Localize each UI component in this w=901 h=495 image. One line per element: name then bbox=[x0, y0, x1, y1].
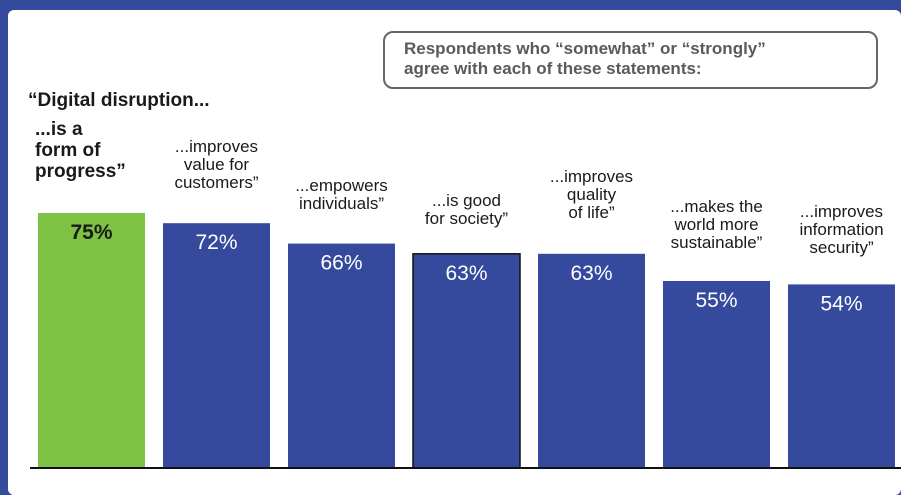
bar-1 bbox=[38, 213, 145, 468]
bar-value-label-1: 75% bbox=[70, 221, 112, 244]
bar-6 bbox=[663, 281, 770, 468]
category-label-4: ...is good for society” bbox=[424, 191, 509, 228]
bar-value-label-7: 54% bbox=[820, 292, 862, 315]
note-line-1: Respondents who “somewhat” or “strongly” bbox=[404, 39, 766, 58]
category-label-6: ...makes the world more sustainable” bbox=[670, 197, 763, 252]
bar-5 bbox=[538, 253, 645, 468]
category-label-7: ...improves information security” bbox=[799, 202, 884, 257]
bar-chart: 75% 72% 66% 63% 63% 55% 54% bbox=[30, 213, 901, 469]
bar-4 bbox=[412, 253, 521, 469]
bar-value-label-4: 63% bbox=[445, 262, 487, 285]
note-box: Respondents who “somewhat” or “strongly”… bbox=[383, 31, 878, 89]
chart-panel: Respondents who “somewhat” or “strongly”… bbox=[8, 10, 901, 495]
category-label-5: ...improves quality of life” bbox=[549, 167, 634, 222]
bar-value-label-3: 66% bbox=[320, 252, 362, 275]
bar-value-label-2: 72% bbox=[195, 231, 237, 254]
lead-text: “Digital disruption... bbox=[28, 90, 210, 111]
category-label-1: ...is a form of progress” bbox=[35, 119, 126, 182]
category-label-2: ...improves value for customers” bbox=[174, 137, 259, 192]
bar-value-label-6: 55% bbox=[695, 289, 737, 312]
bar-7 bbox=[788, 284, 895, 468]
bar-3 bbox=[288, 243, 395, 468]
bar-2 bbox=[163, 223, 270, 468]
bar-value-label-5: 63% bbox=[570, 262, 612, 285]
note-line-2: agree with each of these statements: bbox=[404, 59, 702, 78]
category-label-3: ...empowers individuals” bbox=[295, 176, 388, 213]
